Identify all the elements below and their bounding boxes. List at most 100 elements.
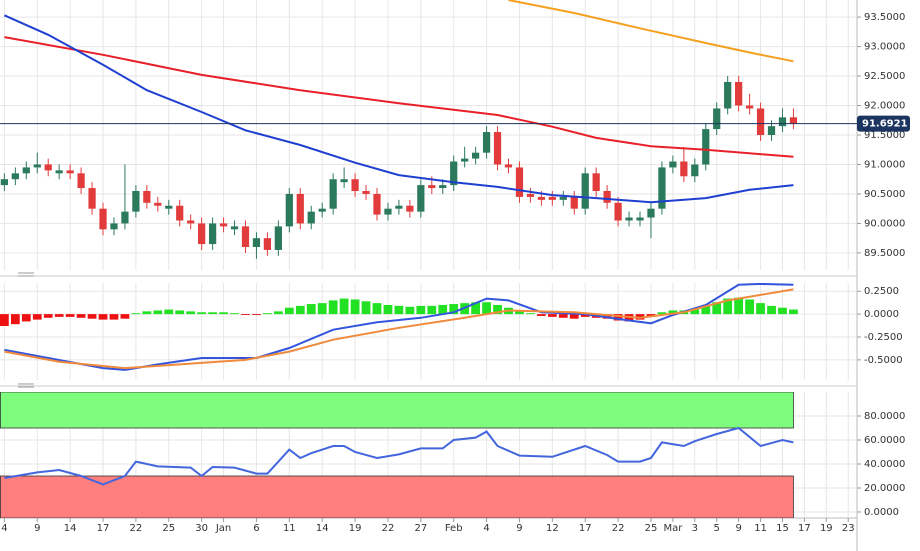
- candle-body: [504, 164, 513, 168]
- y-tick-label: 0.2500: [864, 286, 899, 297]
- histogram-bar: [317, 303, 327, 315]
- candle-body: [526, 193, 535, 197]
- candle-body: [428, 185, 436, 189]
- candle-body: [745, 105, 754, 109]
- histogram-bar: [383, 304, 393, 315]
- x-tick-label: 14: [316, 523, 329, 534]
- candle-body: [636, 217, 644, 221]
- candle-body: [44, 164, 52, 171]
- candle-body: [252, 238, 261, 248]
- x-tick-label: 17: [798, 523, 811, 534]
- panel-handle[interactable]: [18, 272, 34, 277]
- y-tick-label: 92.5000: [864, 71, 905, 82]
- candle-body: [121, 211, 129, 224]
- histogram-bar: [0, 314, 9, 327]
- histogram-bar: [756, 303, 765, 315]
- histogram-bar: [76, 314, 86, 318]
- histogram-bar: [372, 303, 382, 315]
- y-tick-label: 80.0000: [864, 411, 905, 422]
- oversold-band: [0, 475, 794, 518]
- candle-body: [702, 129, 710, 165]
- x-tick-label: 27: [414, 523, 427, 534]
- histogram-bar: [284, 307, 294, 315]
- histogram-bar: [54, 314, 64, 317]
- candle-body: [482, 132, 491, 153]
- x-tick-label: 22: [382, 523, 395, 534]
- candle-body: [537, 196, 545, 200]
- histogram-bar: [734, 297, 744, 315]
- candle-body: [472, 152, 480, 159]
- panel-handle[interactable]: [18, 383, 34, 388]
- candle-body: [22, 167, 30, 174]
- histogram-bar: [208, 312, 217, 315]
- candle-body: [778, 117, 787, 127]
- candle-body: [493, 132, 502, 165]
- x-tick-label: 9: [735, 523, 741, 534]
- candle-body: [241, 226, 250, 248]
- candle-body: [0, 179, 9, 186]
- x-tick-label: 25: [162, 523, 175, 534]
- histogram-bar: [252, 314, 261, 316]
- x-tick-label: 3: [692, 523, 698, 534]
- histogram-bar: [471, 302, 481, 315]
- x-tick-label: Feb: [445, 523, 463, 534]
- x-tick-label: 17: [579, 523, 592, 534]
- candle-body: [515, 167, 524, 197]
- y-tick-label: 60.0000: [864, 435, 905, 446]
- histogram-bar: [306, 304, 316, 315]
- histogram-bar: [32, 314, 42, 320]
- histogram-bar: [493, 304, 502, 315]
- histogram-bar: [427, 305, 437, 315]
- candle-body: [351, 179, 359, 192]
- x-tick-label: 11: [754, 523, 767, 534]
- candle-body: [88, 188, 96, 209]
- y-tick-label: 89.5000: [864, 248, 905, 259]
- rsi-panel: [0, 392, 857, 518]
- histogram-bar: [339, 298, 349, 315]
- histogram-bar: [153, 310, 163, 315]
- candle-body: [417, 185, 425, 212]
- x-tick-label: 4: [1, 523, 7, 534]
- x-tick-label: 5: [714, 523, 720, 534]
- histogram-bar: [526, 313, 535, 315]
- candle-body: [77, 173, 85, 189]
- histogram-bar: [142, 311, 152, 315]
- candle-body: [680, 161, 688, 177]
- histogram-bar: [778, 307, 787, 315]
- candle-body: [767, 126, 776, 135]
- candle-body: [559, 196, 567, 200]
- y-tick-label: -0.5000: [864, 355, 903, 366]
- candle-body: [318, 208, 326, 212]
- candle-body: [756, 108, 765, 135]
- histogram-bar: [690, 309, 700, 315]
- y-tick-label: 93.0000: [864, 42, 905, 53]
- candle-body: [143, 191, 151, 203]
- x-tick-label: 14: [64, 523, 77, 534]
- histogram-bar: [712, 302, 722, 315]
- axes: 89.500090.000090.500091.000091.500092.00…: [1, 12, 910, 534]
- candle-body: [581, 173, 589, 209]
- candle-body: [713, 108, 721, 130]
- price-panel: [0, 0, 857, 270]
- histogram-bar: [745, 299, 754, 315]
- x-tick-label: 19: [349, 523, 362, 534]
- y-tick-label: 0.0000: [864, 309, 899, 320]
- candle-body: [307, 211, 315, 224]
- histogram-bar: [241, 314, 250, 316]
- candle-body: [99, 208, 107, 230]
- candle-body: [625, 217, 633, 221]
- candle-body: [724, 81, 732, 109]
- candle-body: [669, 161, 677, 168]
- candle-body: [548, 196, 556, 200]
- histogram-bar: [438, 304, 448, 315]
- candle-body: [570, 196, 578, 209]
- x-tick-label: 30: [195, 523, 208, 534]
- histogram-bar: [515, 311, 524, 315]
- histogram-bar: [482, 302, 491, 315]
- candle-body: [789, 117, 798, 124]
- histogram-bar: [767, 305, 776, 315]
- candle-body: [373, 193, 381, 215]
- histogram-bar: [613, 314, 623, 321]
- moving-average: [4, 36, 794, 158]
- histogram-bar: [668, 310, 678, 315]
